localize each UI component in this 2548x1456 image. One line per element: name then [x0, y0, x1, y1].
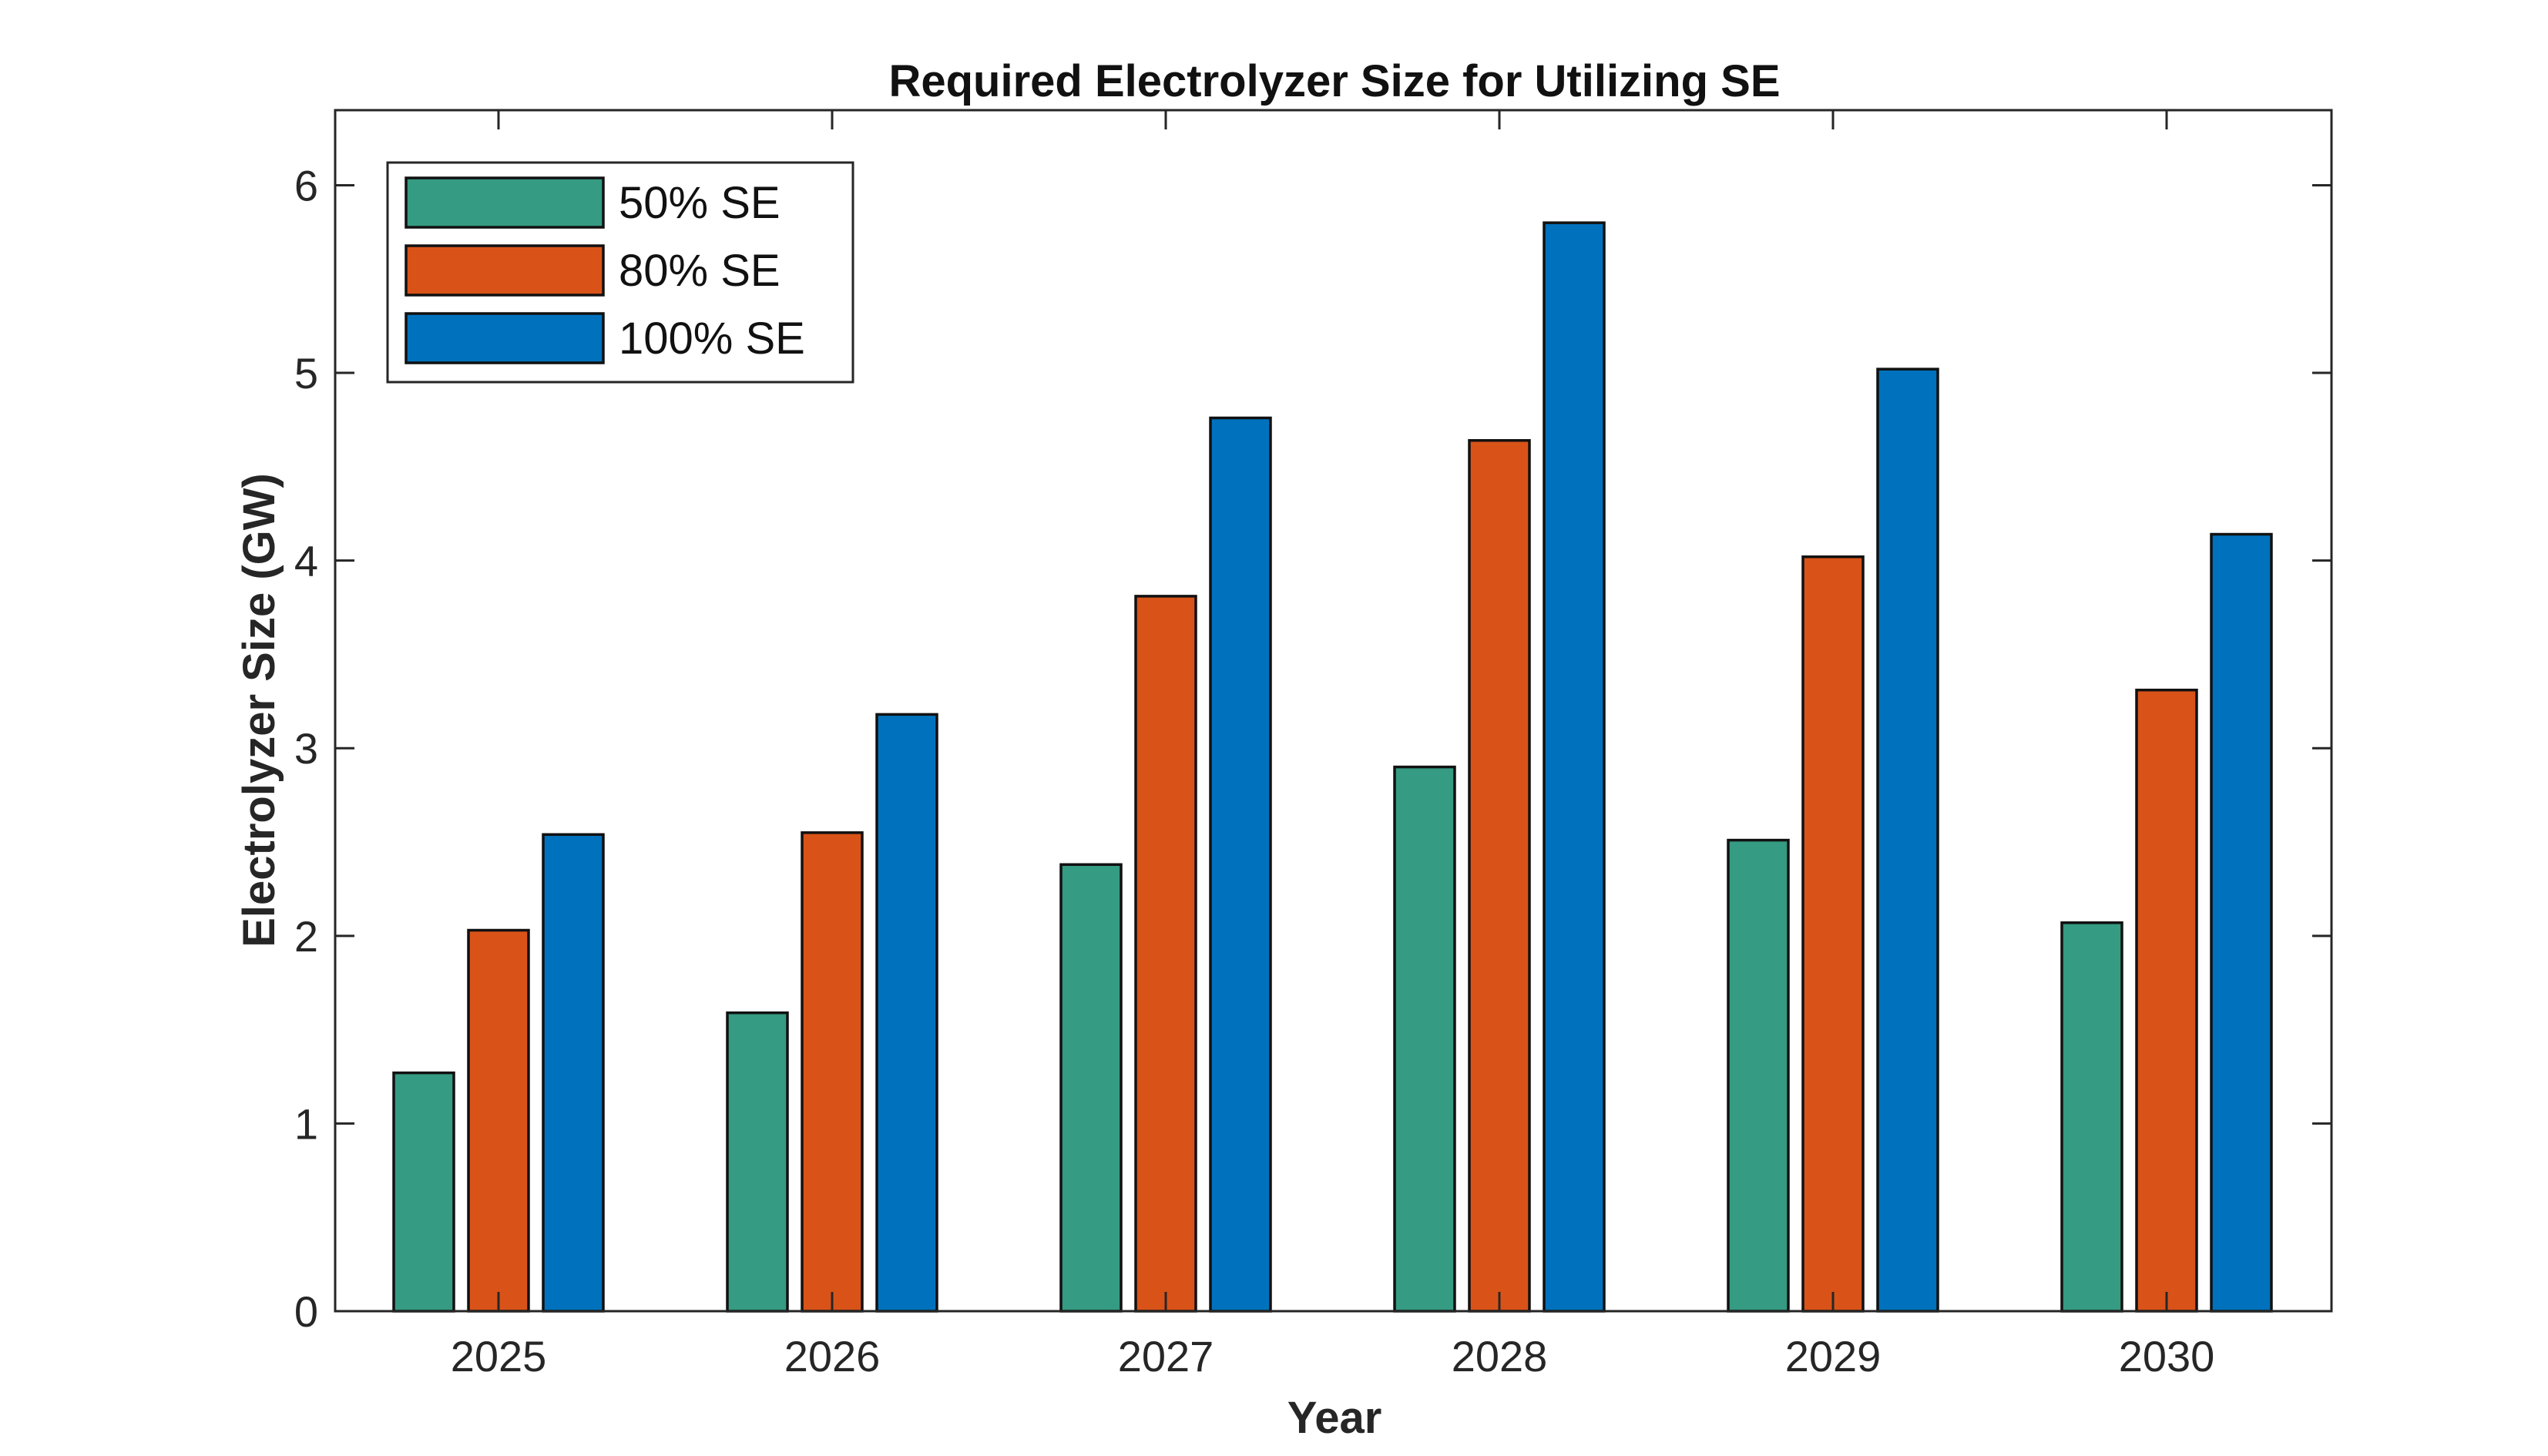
y-axis-tick-labels: 0 1 2 3 4 5 6 [294, 161, 318, 1336]
bar-2027-50-se [1059, 863, 1123, 1313]
bar-2025-50-se [392, 1071, 455, 1313]
x-axis-label: Year [1287, 1393, 1382, 1443]
legend-swatch [405, 312, 605, 364]
chart-title: Required Electrolyzer Size for Utilizing… [888, 56, 1780, 106]
bar-2025-80-se [467, 928, 530, 1313]
y-tick-label: 1 [294, 1099, 318, 1148]
y-tick-label: 6 [294, 161, 318, 210]
bar-2026-50-se [726, 1011, 789, 1313]
x-tick-label-2030: 2030 [2119, 1332, 2215, 1381]
legend-label: 80% SE [619, 246, 781, 296]
bar-2029-80-se [1801, 555, 1865, 1313]
bar-2028-100-se [1543, 221, 1606, 1313]
y-tick-label: 0 [294, 1287, 318, 1336]
bar-2030-50-se [2060, 921, 2123, 1313]
y-tick-label: 4 [294, 537, 318, 585]
bar-2029-50-se [1727, 838, 1790, 1313]
bar-2026-80-se [801, 831, 864, 1313]
legend-label: 50% SE [619, 178, 781, 228]
bar-2029-100-se [1876, 367, 1939, 1313]
y-axis-label: Electrolyzer Size (GW) [234, 473, 284, 948]
bar-2030-80-se [2135, 688, 2198, 1313]
axis-ticks [335, 110, 2331, 1313]
bar-2027-100-se [1209, 416, 1272, 1313]
legend-swatch [405, 176, 605, 229]
y-tick-label: 2 [294, 912, 318, 961]
bar-2026-100-se [875, 713, 938, 1313]
bar-2028-50-se [1393, 765, 1456, 1313]
x-tick-label-2025: 2025 [451, 1332, 547, 1381]
plot-area-frame [334, 109, 2333, 1313]
bar-2030-100-se [2210, 532, 2273, 1313]
x-axis-tick-labels: 2025 2026 2027 2028 2029 2030 [451, 1332, 2215, 1381]
bars-layer [392, 221, 2273, 1313]
legend: 50% SE 80% SE 100% SE [386, 161, 854, 384]
x-tick-label-2026: 2026 [784, 1332, 881, 1381]
y-tick-label: 5 [294, 349, 318, 398]
bar-2025-100-se [542, 833, 605, 1313]
x-tick-label-2029: 2029 [1785, 1332, 1882, 1381]
x-tick-label-2028: 2028 [1452, 1332, 1548, 1381]
y-tick-label: 3 [294, 724, 318, 773]
legend-swatch [405, 244, 605, 297]
bar-2028-80-se [1468, 438, 1531, 1313]
legend-label: 100% SE [619, 314, 805, 364]
x-tick-label-2027: 2027 [1118, 1332, 1214, 1381]
bar-2027-80-se [1134, 595, 1197, 1313]
